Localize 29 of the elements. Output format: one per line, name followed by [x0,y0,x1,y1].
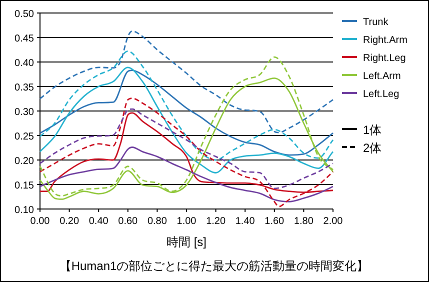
x-axis-title: 時間 [s] [166,235,207,249]
x-tick-label: 2.00 [323,216,344,227]
legend-label: Right.Leg [363,53,406,64]
y-tick-label: 0.40 [14,58,34,69]
y-tick-label: 0.15 [14,180,34,192]
x-tick-label: 1.20 [206,216,226,227]
x-tick-label: 0.40 [88,216,109,227]
y-tick-label: 0.10 [14,205,34,216]
y-tick-label: 0.25 [14,132,34,142]
legend-label: Trunk [363,17,390,28]
x-tick-label: 0.00 [30,216,50,227]
x-tick-label: 1.40 [235,216,256,227]
legend-label: Right.Arm [363,35,408,46]
y-tick-label: 0.30 [14,107,34,118]
legend-label: Left.Arm [363,71,401,82]
x-tick-label: 1.60 [264,216,285,227]
x-tick-label: 0.20 [60,216,80,227]
text: 2体 [363,141,382,155]
y-tick-label: 0.50 [14,9,34,20]
text: 【Human1の部位ごとに得た最大の筋活動量の時間変化】 [59,259,369,273]
text: 1体 [363,123,382,137]
y-tick-label: 0.35 [14,82,34,94]
x-tick-label: 1.00 [176,216,197,227]
x-tick-label: 0.80 [147,216,168,227]
y-tick-label: 0.20 [14,156,34,167]
legend-label: Left.Leg [363,89,400,100]
x-tick-label: 1.80 [294,216,314,227]
x-tick-label: 0.60 [118,216,138,227]
y-tick-label: 0.45 [14,34,34,44]
